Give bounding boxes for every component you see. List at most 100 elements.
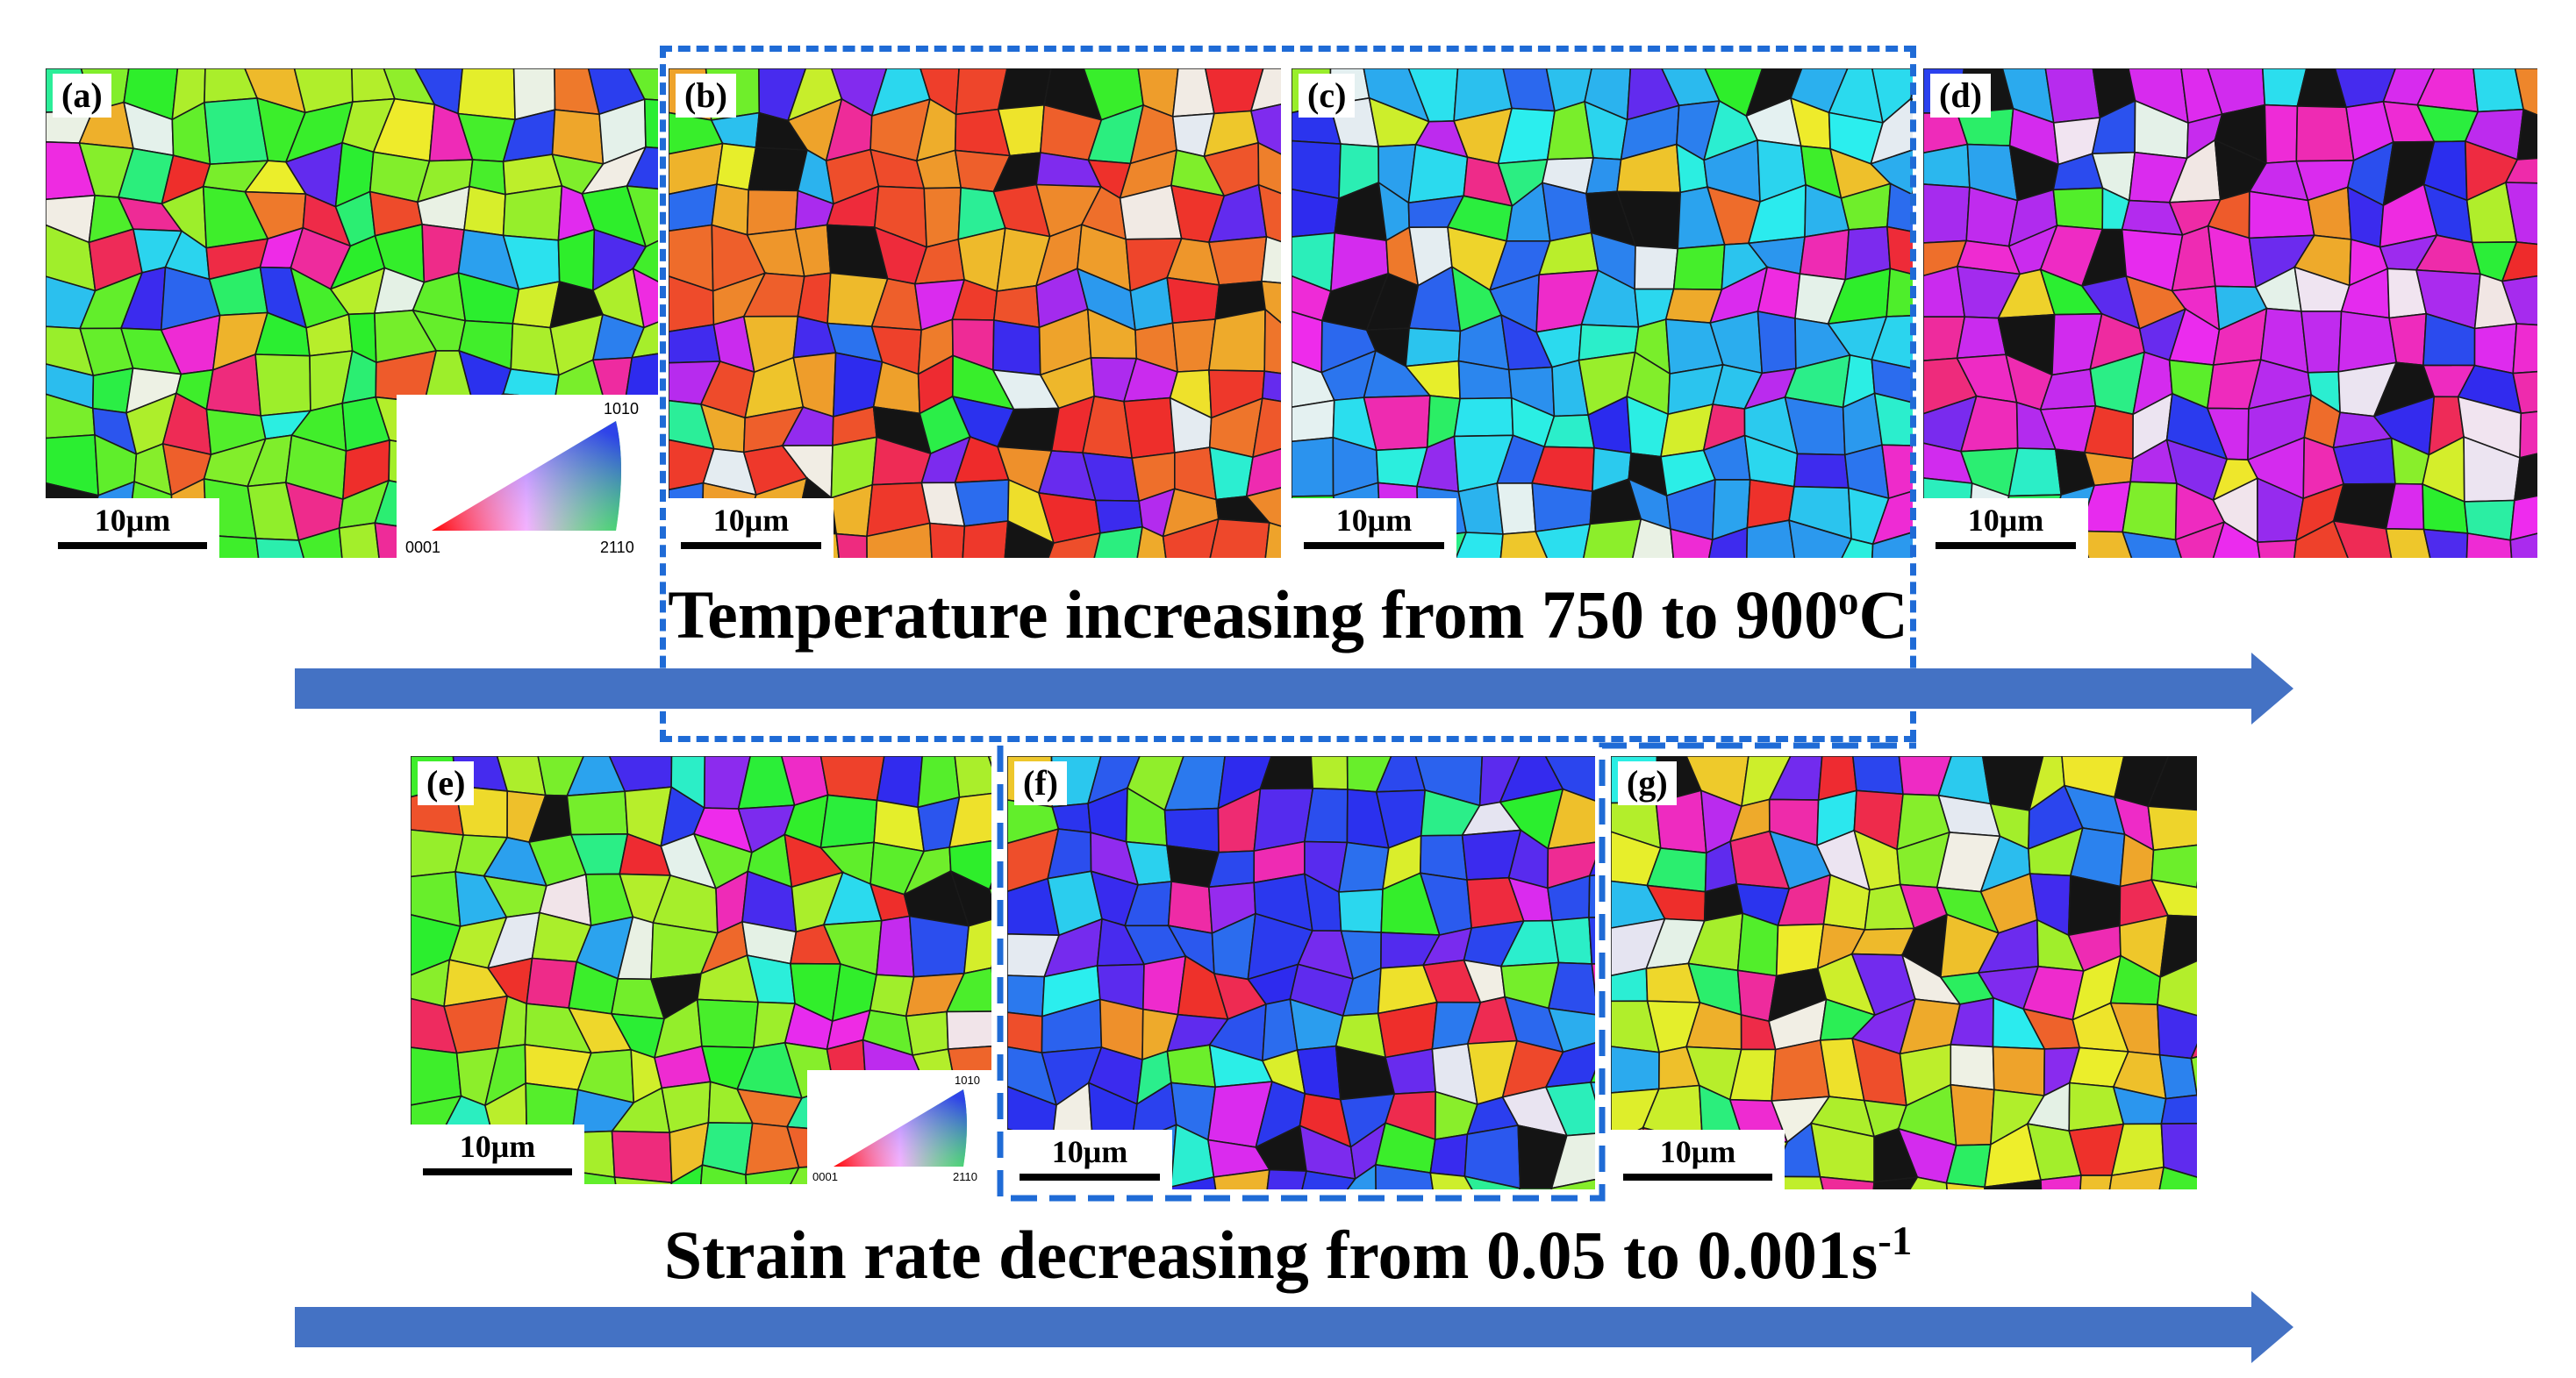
grain: [905, 1010, 949, 1056]
grain: [632, 267, 658, 329]
grain: [1162, 518, 1220, 558]
grain: [2067, 875, 2122, 937]
scale-bar-text: 10μm: [1335, 503, 1413, 539]
grain: [1245, 487, 1281, 527]
grain: [1429, 1133, 1469, 1177]
grain: [745, 1167, 800, 1184]
grain: [1048, 532, 1102, 558]
grain: [576, 1171, 617, 1184]
grain: [2160, 1094, 2197, 1125]
grain: [1261, 370, 1281, 403]
grain: [987, 756, 991, 768]
grain: [1419, 834, 1468, 882]
ebsd-grain-map: [1611, 756, 2197, 1189]
grain: [1871, 531, 1913, 558]
grain: [1908, 1176, 1948, 1189]
grain: [2332, 520, 2393, 558]
scale-bar-line: [1936, 542, 2076, 549]
grain: [1885, 268, 1913, 318]
panel-label: (f): [1014, 761, 1067, 805]
panel-label: (g): [1618, 761, 1677, 805]
grain: [297, 527, 343, 558]
grain: [2079, 1175, 2113, 1189]
grain: [1950, 1044, 1995, 1091]
scale-bar-text: 10μm: [1967, 503, 2044, 539]
scale-bar: 10μm: [46, 498, 219, 558]
grain: [611, 1130, 673, 1184]
grain: [2512, 370, 2537, 415]
scale-bar: 10μm: [1611, 1130, 1785, 1189]
grain: [626, 146, 658, 190]
grain: [2122, 531, 2182, 558]
grain: [819, 756, 885, 802]
grain: [2509, 532, 2537, 558]
panel-label: (e): [418, 761, 475, 805]
grain: [1166, 1044, 1217, 1089]
grain: [1007, 975, 1046, 1017]
ebsd-grain-map: [1923, 68, 2537, 558]
grain: [991, 319, 1041, 376]
ebsd-map-f: (f) 10μm: [1007, 756, 1595, 1189]
grain: [1851, 756, 1904, 796]
grain: [1746, 519, 1796, 558]
grain: [1260, 280, 1281, 324]
scale-bar: 10μm: [1292, 498, 1456, 558]
grain: [954, 479, 1010, 527]
scale-bar: 10μm: [669, 498, 834, 558]
grain: [1708, 526, 1749, 558]
grain: [988, 888, 991, 900]
grain: [997, 68, 1052, 111]
scale-bar-text: 10μm: [712, 503, 790, 539]
grain: [876, 756, 924, 809]
ebsd-map-a: (a) 10μm 0001 2110 1010: [46, 68, 658, 558]
caption-temperature: Temperature increasing from 750 to 900oC: [0, 575, 2576, 654]
grain: [669, 324, 721, 364]
ipf-right-label: 2110: [953, 1170, 977, 1183]
grain: [945, 967, 991, 1013]
grain: [2160, 1123, 2197, 1178]
grain: [1535, 523, 1592, 558]
grain: [2174, 520, 2226, 558]
grain: [1672, 244, 1726, 291]
grain: [1338, 841, 1390, 893]
grain: [949, 869, 991, 927]
grain: [1051, 803, 1091, 834]
grain: [1632, 518, 1674, 558]
grain: [1249, 68, 1281, 112]
arrow-temperature-icon: [295, 653, 2293, 725]
grain: [526, 957, 578, 1009]
grain: [1292, 436, 1335, 497]
grain: [2052, 187, 2104, 231]
grain: [1207, 308, 1266, 373]
scale-bar-line: [423, 1168, 572, 1175]
grain: [1266, 1168, 1308, 1189]
grain: [2501, 241, 2537, 282]
grain: [1004, 519, 1055, 558]
grain: [566, 790, 629, 836]
ebsd-grain-map: [1292, 68, 1913, 558]
grain: [1455, 532, 1504, 558]
grain: [2158, 1053, 2197, 1100]
scale-bar-line: [1304, 542, 1444, 549]
grain: [1871, 314, 1913, 369]
grain: [502, 184, 563, 241]
grain: [1611, 1046, 1660, 1094]
grain: [2159, 914, 2197, 979]
grain: [254, 538, 304, 558]
grain: [2044, 68, 2101, 124]
grain: [1634, 245, 1679, 290]
grain: [1166, 276, 1220, 325]
grain: [1923, 183, 1971, 244]
scale-bar-text: 10μm: [1051, 1134, 1128, 1170]
grain: [1886, 225, 1913, 275]
grain: [1984, 1179, 2043, 1189]
grain: [1123, 396, 1176, 460]
grain: [1363, 395, 1431, 452]
scale-bar-line: [1623, 1174, 1772, 1181]
grain: [1453, 396, 1514, 438]
caption-temperature-suffix: C: [1858, 576, 1908, 653]
ipf-color-key: 0001 2110 1010: [807, 1070, 991, 1184]
grain: [2157, 960, 2197, 1017]
grain: [1292, 139, 1342, 200]
grain: [1870, 97, 1913, 166]
